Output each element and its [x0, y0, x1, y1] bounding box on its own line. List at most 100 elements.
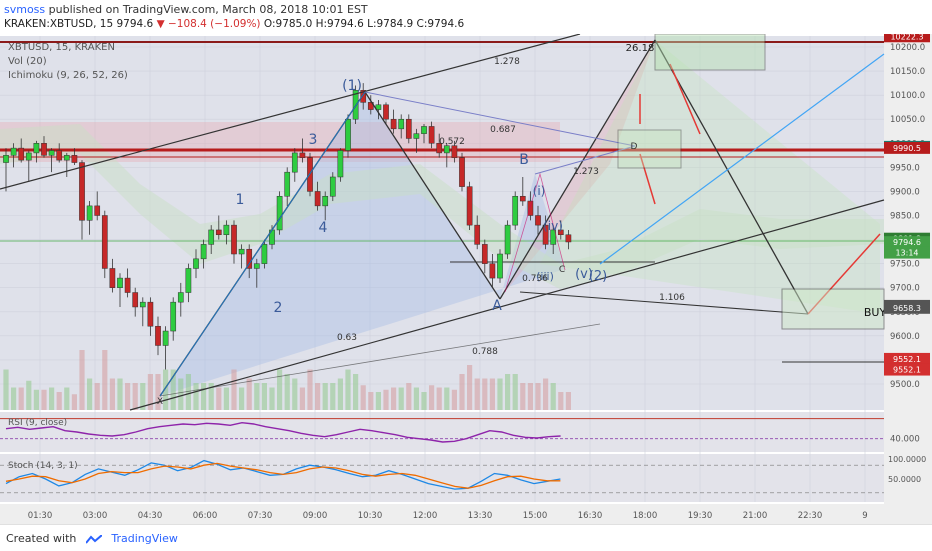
candle-body	[413, 133, 420, 139]
price-tag-label: 9552.1	[893, 355, 921, 364]
wave-label: 1	[236, 192, 245, 208]
y-tick-label: 10100.0	[890, 91, 925, 101]
chart-area[interactable]: 1 2 3 4 (1) A B (i) (iii) (iv) (v) (2) C D X 0.572 0.687…	[0, 30, 932, 524]
candle-body	[535, 215, 541, 226]
volume-bar	[299, 387, 305, 410]
candle-body	[101, 215, 108, 269]
x-tick-label: 19:30	[688, 511, 713, 521]
volume-bar	[375, 392, 381, 410]
wave-label: (iv)	[543, 219, 563, 233]
candle-body	[383, 104, 389, 120]
candle-body	[284, 171, 291, 197]
volume-bar	[193, 383, 199, 410]
stoch-pane: Stoch (14, 3, 1) 100.0000 50.0000	[0, 455, 926, 494]
volume-bar	[315, 383, 321, 410]
volume-bar	[451, 389, 457, 410]
candle-body	[405, 118, 412, 139]
volume-bar	[26, 380, 32, 410]
candle-body	[86, 205, 93, 221]
ichimoku-cloud	[0, 124, 884, 289]
candle-body	[147, 301, 154, 327]
candle-body	[223, 224, 230, 236]
chart-svg[interactable]: 1 2 3 4 (1) A B (i) (iii) (iv) (v)(2) C D X 0.572 0.687…	[0, 30, 932, 524]
volume-bar	[163, 369, 169, 410]
wave-label: 1.106	[659, 293, 685, 303]
wave-label: X	[157, 397, 163, 407]
candle-body	[375, 104, 382, 110]
wave-label: 1.278	[494, 57, 520, 67]
candles	[3, 83, 572, 370]
x-tick-label: 21:00	[743, 511, 768, 521]
candle-body	[519, 195, 526, 202]
rsi-line	[5, 421, 561, 443]
volume-bar	[231, 369, 237, 410]
volume-bar	[94, 383, 100, 410]
pink-legs	[504, 172, 566, 293]
wave-label: BUY	[864, 306, 887, 319]
volume-bar	[482, 378, 488, 410]
volume-bar	[543, 378, 549, 410]
volume-bar	[71, 394, 77, 410]
candle-body	[337, 150, 344, 178]
channel-upper	[0, 33, 581, 190]
wave-label: 0.572	[439, 137, 465, 147]
candle-body	[200, 244, 207, 260]
volume-bar	[429, 385, 435, 410]
candle-body	[421, 126, 427, 134]
candle-body	[109, 268, 116, 288]
publish-line: svmoss published on TradingView.com, Mar…	[4, 3, 368, 16]
volume-bar	[147, 374, 153, 410]
y-tick-label: 10150.0	[890, 67, 925, 77]
candle-body	[443, 145, 450, 154]
wave-label: C	[559, 265, 565, 275]
price-tags: 10222.39992.59990.59801.89794.613:149662…	[884, 30, 930, 376]
candle-body	[56, 150, 63, 161]
y-tick-label: 10050.0	[890, 115, 925, 125]
volume-bar	[208, 383, 214, 410]
candle-body	[3, 155, 9, 163]
volume-bar	[535, 383, 541, 410]
wave-label: 0.687	[490, 125, 516, 135]
wave-label: 0.736	[522, 274, 548, 284]
volume-bar	[170, 369, 176, 410]
ab-leg	[364, 91, 501, 300]
volume-bar	[79, 350, 85, 410]
price-axis-bg	[884, 34, 932, 504]
price-tag-bg	[884, 352, 930, 365]
volume-bar	[360, 385, 366, 410]
price-tag-label: 9794.6	[893, 238, 921, 247]
volume-bar	[216, 387, 222, 410]
y-tick-label: 9600.0	[890, 332, 920, 342]
candle-body	[41, 143, 47, 156]
x-tick-label: 06:00	[193, 511, 218, 521]
candle-body	[231, 224, 237, 255]
stoch-tick-label: 50.0000	[888, 475, 921, 484]
blue-trend	[599, 53, 885, 265]
volume-bars	[3, 350, 571, 410]
target-line	[519, 291, 809, 315]
footer-text: Created with TradingView	[6, 532, 178, 545]
published-text: published on TradingView.com, March 08, …	[48, 3, 368, 16]
price-tag-bg	[884, 363, 930, 376]
volume-bar	[239, 387, 245, 410]
wave-blue-1	[159, 91, 366, 397]
candle-body	[459, 157, 465, 187]
tradingview-brand-link[interactable]: TradingView	[111, 532, 178, 545]
x-tick-label: 07:30	[248, 511, 273, 521]
candle-body	[18, 147, 25, 161]
price-tag-label: 13:14	[895, 249, 918, 258]
volume-bar	[87, 378, 93, 410]
author-link[interactable]: svmoss	[4, 3, 46, 16]
candle-body	[550, 229, 557, 245]
candle-body	[497, 253, 503, 279]
candle-body	[193, 258, 199, 269]
x-tick-label: 15:00	[523, 511, 548, 521]
bc-leg	[499, 39, 656, 300]
candle-body	[542, 224, 549, 245]
stoch-label: Stoch (14, 3, 1)	[8, 461, 78, 471]
y-tick-label: 9700.0	[890, 284, 920, 294]
volume-bar	[201, 383, 207, 410]
candle-body	[398, 118, 405, 130]
volume-bar	[41, 389, 47, 410]
volume-bar	[125, 383, 131, 410]
